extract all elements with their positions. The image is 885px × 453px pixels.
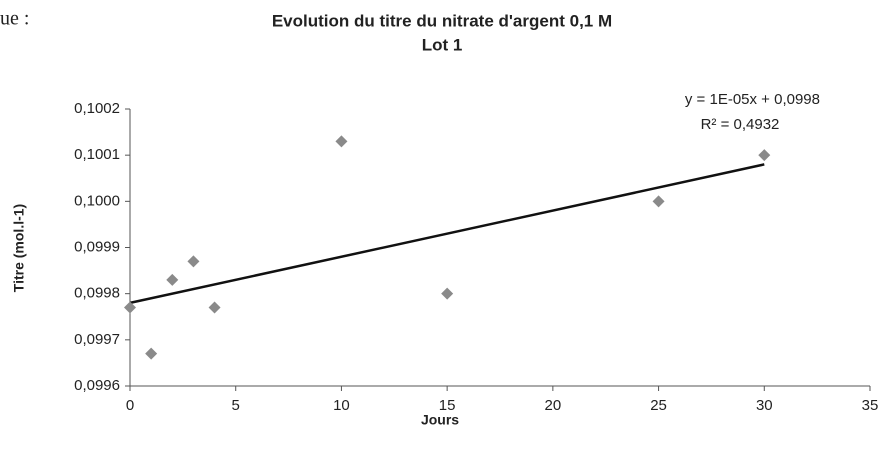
y-tick-label: 0,0998	[74, 285, 120, 302]
data-point	[652, 195, 665, 208]
y-tick-label: 0,1001	[74, 146, 120, 163]
trendline	[129, 163, 765, 305]
r2-annotation: R² = 0,4932	[701, 116, 780, 133]
data-point	[208, 301, 221, 314]
x-tick-label: 25	[650, 397, 667, 414]
y-tick-label: 0,1002	[74, 100, 120, 117]
x-tick-label: 0	[126, 397, 134, 414]
data-point	[441, 287, 454, 300]
x-tick-label: 30	[756, 397, 773, 414]
y-tick-label: 0,1000	[74, 192, 120, 209]
data-point	[166, 273, 179, 286]
y-tick-label: 0,0996	[74, 377, 120, 394]
y-tick-label: 0,0997	[74, 331, 120, 348]
equation-annotation: y = 1E-05x + 0,0998	[685, 91, 820, 108]
y-tick-label: 0,0999	[74, 238, 120, 255]
x-tick-label: 5	[232, 397, 240, 414]
data-point	[124, 301, 136, 314]
x-tick-label: 10	[333, 397, 350, 414]
data-point	[145, 347, 158, 360]
x-tick-label: 20	[545, 397, 562, 414]
x-tick-label: 15	[439, 397, 456, 414]
x-axis-label: Jours	[421, 412, 459, 428]
y-axis-label: Titre (mol.l-1)	[11, 204, 27, 292]
page-fragment: ue :	[0, 8, 29, 30]
data-point	[187, 255, 200, 268]
x-tick-label: 35	[862, 397, 879, 414]
data-point	[335, 135, 348, 148]
data-point	[758, 149, 771, 162]
chart-subtitle: Lot 1	[422, 35, 463, 54]
chart-title: Evolution du titre du nitrate d'argent 0…	[272, 11, 612, 30]
